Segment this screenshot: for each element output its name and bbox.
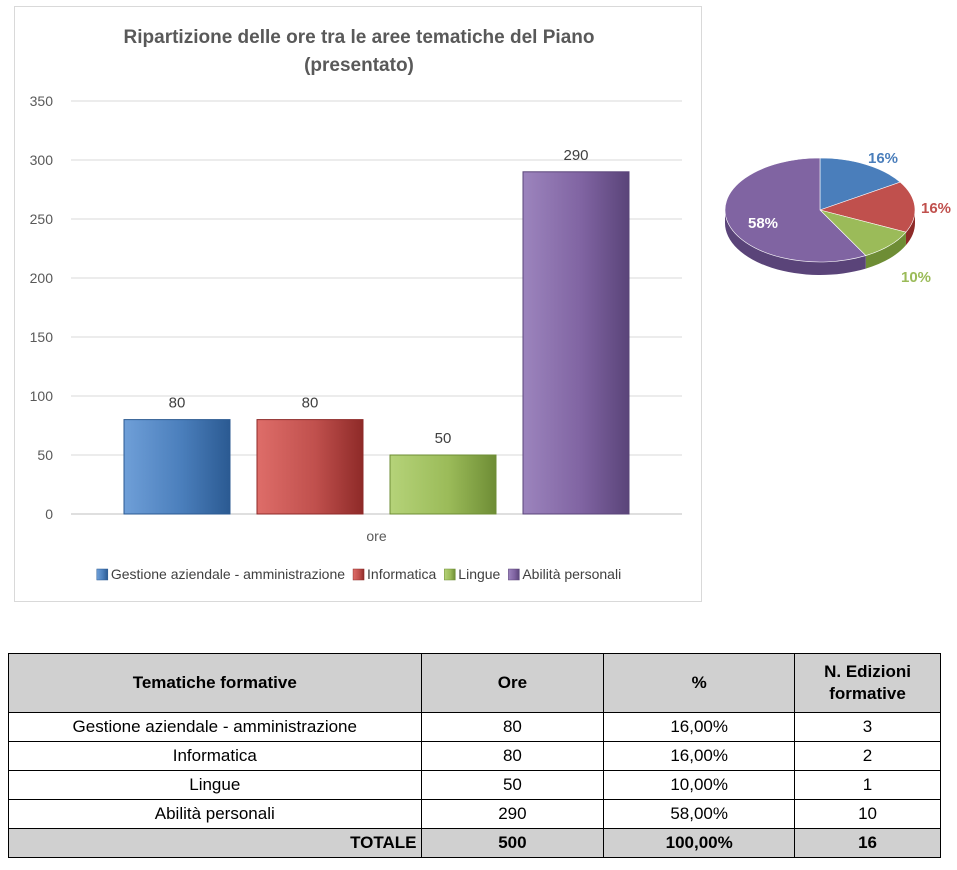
legend: Gestione aziendale - amministrazione Info… bbox=[96, 566, 621, 582]
table-cell: 2 bbox=[794, 741, 941, 771]
header-edizioni: N. Edizioni formative bbox=[794, 653, 941, 713]
legend-swatch bbox=[444, 568, 456, 581]
header-ore: Ore bbox=[420, 653, 605, 713]
table-header-row: Tematiche formative Ore % N. Edizioni fo… bbox=[8, 653, 941, 713]
pie-slice bbox=[818, 181, 916, 233]
table-cell: Informatica bbox=[8, 741, 422, 771]
header-percent: % bbox=[603, 653, 796, 713]
total-edizioni: 16 bbox=[794, 828, 941, 858]
y-tick-label: 200 bbox=[30, 270, 54, 286]
legend-label: Informatica bbox=[367, 566, 436, 582]
pie-data-label: 16% bbox=[921, 200, 951, 217]
legend-label: Lingue bbox=[458, 566, 500, 582]
pie-slice bbox=[819, 157, 901, 211]
legend-item: Gestione aziendale - amministrazione bbox=[96, 566, 345, 582]
legend-swatch bbox=[96, 568, 109, 581]
y-tick-label: 300 bbox=[30, 152, 54, 168]
table-cell: Gestione aziendale - amministrazione bbox=[8, 712, 422, 742]
pie-data-label: 10% bbox=[901, 269, 931, 286]
pie-side bbox=[725, 210, 866, 275]
total-ore: 500 bbox=[420, 828, 605, 858]
legend-label: Abilità personali bbox=[522, 566, 621, 582]
total-percent: 100,00% bbox=[603, 828, 796, 858]
table-cell: 3 bbox=[794, 712, 941, 742]
table-cell: 16,00% bbox=[603, 741, 796, 771]
legend-label: Gestione aziendale - amministrazione bbox=[111, 566, 345, 582]
bar-chart: Ripartizione delle ore tra le aree temat… bbox=[30, 27, 682, 582]
y-tick-label: 0 bbox=[45, 506, 53, 522]
legend-item: Abilità personali bbox=[508, 566, 621, 582]
table-cell: 10,00% bbox=[603, 770, 796, 800]
table-row: Gestione aziendale - amministrazione 80 … bbox=[8, 712, 941, 742]
data-label: 80 bbox=[302, 395, 319, 412]
bar bbox=[256, 419, 364, 515]
bar-chart-panel: Ripartizione delle ore tra le aree temat… bbox=[14, 6, 702, 602]
y-tick-label: 250 bbox=[30, 211, 54, 227]
pie-side bbox=[865, 232, 906, 269]
pie-chart: 16% 16% 10% 58% bbox=[724, 150, 951, 286]
x-tick-label: ore bbox=[366, 528, 386, 544]
pie-data-label: 58% bbox=[748, 215, 778, 232]
table-total-row: TOTALE 500 100,00% 16 bbox=[8, 828, 941, 858]
table-row: Informatica 80 16,00% 2 bbox=[8, 741, 941, 771]
table-cell: Lingue bbox=[8, 770, 422, 800]
bar bbox=[522, 171, 630, 515]
y-tick-label: 150 bbox=[30, 329, 54, 345]
table-cell: 10 bbox=[794, 799, 941, 829]
legend-item: Informatica bbox=[352, 566, 437, 582]
pie-data-label: 16% bbox=[868, 150, 898, 167]
y-tick-label: 50 bbox=[37, 447, 53, 463]
table-cell: 16,00% bbox=[603, 712, 796, 742]
table-row: Abilità personali 290 58,00% 10 bbox=[8, 799, 941, 829]
chart-subtitle: (presentato) bbox=[304, 55, 414, 76]
pie-side bbox=[905, 210, 915, 246]
table-cell: 80 bbox=[420, 741, 605, 771]
data-label: 290 bbox=[563, 147, 588, 164]
table-cell: 50 bbox=[420, 770, 605, 800]
chart-title: Ripartizione delle ore tra le aree temat… bbox=[124, 27, 595, 48]
y-tick-label: 100 bbox=[30, 388, 54, 404]
legend-swatch bbox=[508, 568, 520, 581]
table-cell: 58,00% bbox=[603, 799, 796, 829]
data-label: 80 bbox=[169, 395, 186, 412]
table-cell: 1 bbox=[794, 770, 941, 800]
table-row: Lingue 50 10,00% 1 bbox=[8, 770, 941, 800]
y-tick-label: 350 bbox=[30, 93, 54, 109]
bar bbox=[123, 419, 231, 515]
legend-item: Lingue bbox=[444, 566, 501, 582]
data-label: 50 bbox=[435, 430, 452, 447]
pie-slice bbox=[724, 157, 867, 263]
data-table: Tematiche formative Ore % N. Edizioni fo… bbox=[8, 653, 941, 858]
table-cell: 290 bbox=[420, 799, 605, 829]
total-label: TOTALE bbox=[8, 828, 422, 858]
bar bbox=[389, 454, 497, 515]
table-cell: 80 bbox=[420, 712, 605, 742]
table-cell: Abilità personali bbox=[8, 799, 422, 829]
header-tematiche: Tematiche formative bbox=[8, 653, 422, 713]
legend-swatch bbox=[352, 568, 365, 581]
